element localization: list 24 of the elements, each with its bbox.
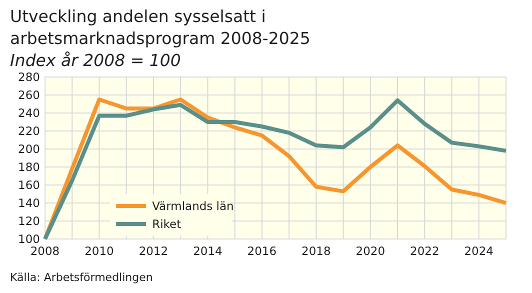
- x-tick-label: 2014: [193, 244, 222, 258]
- y-tick-label: 180: [18, 160, 40, 174]
- text: Källa: Arbetsförmedlingen: [10, 271, 153, 284]
- x-tick-label: 2020: [356, 244, 386, 258]
- x-tick-label: 2012: [138, 244, 168, 258]
- y-tick-label: 280: [18, 70, 40, 84]
- legend-label: Värmlands län: [152, 199, 234, 214]
- x-tick-label: 2010: [84, 244, 114, 258]
- y-tick-label: 260: [18, 88, 40, 102]
- x-tick-label: 2022: [410, 244, 440, 258]
- chart-title: Utveckling andelen sysselsatt i arbetsmarknadsprogram 2008-2025: [10, 7, 310, 48]
- y-tick-label: 140: [18, 196, 40, 210]
- y-tick-label: 160: [18, 178, 40, 192]
- x-tick-label: 2024: [464, 244, 494, 258]
- y-tick-label: 120: [18, 214, 40, 228]
- y-tick-label: 240: [18, 106, 40, 120]
- x-tick-label: 2016: [247, 244, 277, 258]
- x-tick-label: 2008: [30, 244, 60, 258]
- legend-label: Riket: [152, 217, 182, 232]
- y-tick-label: 200: [18, 142, 40, 156]
- chart-subtitle: Index år 2008 = 100: [10, 51, 181, 70]
- y-tick-label: 220: [18, 124, 40, 138]
- y-tick-label: 100: [18, 232, 40, 246]
- x-tick-label: 2018: [302, 244, 331, 258]
